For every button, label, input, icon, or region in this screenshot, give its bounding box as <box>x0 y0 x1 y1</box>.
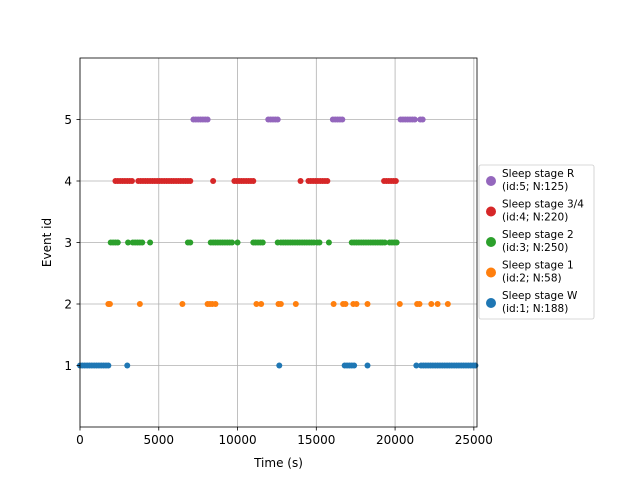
legend-marker <box>486 267 496 278</box>
data-point <box>396 301 403 307</box>
data-point <box>204 116 211 123</box>
data-point <box>364 301 371 307</box>
data-point <box>342 301 349 307</box>
data-point <box>330 301 337 307</box>
legend-entry: Sleep stage W(id:1; N:188) <box>486 290 578 315</box>
series-5 <box>190 116 426 123</box>
legend-sublabel: (id:2; N:58) <box>502 273 562 285</box>
legend: Sleep stage R(id:5; N:125) Sleep stage 3/… <box>478 164 595 320</box>
legend-label: Sleep stage W <box>502 290 578 302</box>
data-point <box>274 116 281 123</box>
data-point <box>114 239 121 246</box>
legend-sublabel: (id:1; N:188) <box>502 303 568 315</box>
x-tick-label: 15000 <box>297 433 335 447</box>
data-point <box>128 178 135 184</box>
data-point <box>393 239 400 246</box>
y-axis-label: Event id <box>40 218 54 267</box>
legend-label: Sleep stage 3/4 <box>502 199 584 211</box>
legend-label: Sleep stage 1 <box>502 260 574 272</box>
legend-sublabel: (id:3; N:250) <box>502 242 568 254</box>
legend-marker <box>486 176 496 186</box>
y-tick-label: 1 <box>64 359 72 373</box>
x-axis-label: Time (s) <box>253 456 303 470</box>
data-point <box>187 239 194 246</box>
data-point <box>253 301 260 307</box>
data-point <box>250 178 257 184</box>
data-point <box>392 178 399 184</box>
series-2 <box>105 301 451 307</box>
data-point <box>106 301 113 307</box>
legend-marker <box>486 206 496 217</box>
data-point <box>234 239 241 246</box>
x-tick-label: 5000 <box>143 433 174 447</box>
data-point <box>339 116 346 123</box>
data-point <box>277 301 284 307</box>
data-point <box>210 178 217 184</box>
x-tick-label: 20000 <box>376 433 414 447</box>
x-tick-label: 0 <box>76 433 84 447</box>
legend-entry: Sleep stage R(id:5; N:125) <box>486 168 574 193</box>
data-point <box>212 301 219 307</box>
legend-marker <box>486 237 496 247</box>
legend-entry: Sleep stage 2(id:3; N:250) <box>486 229 574 254</box>
data-point <box>364 362 371 369</box>
data-point <box>136 301 143 307</box>
data-point <box>444 301 451 307</box>
data-point <box>276 362 283 369</box>
data-marks <box>77 116 479 369</box>
data-point <box>187 178 194 184</box>
data-point <box>147 239 154 246</box>
series-3 <box>107 239 400 246</box>
legend-marker <box>486 298 496 308</box>
legend-sublabel: (id:4; N:220) <box>502 212 568 224</box>
x-tick-label: 25000 <box>455 433 493 447</box>
data-point <box>416 301 423 307</box>
legend-label: Sleep stage 2 <box>502 229 574 241</box>
legend-box <box>478 164 595 320</box>
data-point <box>292 301 299 307</box>
data-point <box>325 239 332 246</box>
series-1 <box>77 362 479 369</box>
data-point <box>411 116 418 123</box>
data-point <box>324 178 331 184</box>
data-point <box>413 362 420 369</box>
data-point <box>139 239 146 246</box>
data-point <box>419 116 426 123</box>
data-point <box>434 301 441 307</box>
legend-entry: Sleep stage 3/4(id:4; N:220) <box>486 199 584 224</box>
data-point <box>353 301 360 307</box>
data-point <box>179 301 186 307</box>
data-point <box>105 362 112 369</box>
y-tick-label: 3 <box>64 236 72 250</box>
data-point <box>472 362 479 369</box>
ticks: 0 5000 10000 15000 20000 25000 1 2 3 4 5 <box>64 113 493 447</box>
data-point <box>428 301 435 307</box>
data-point <box>229 239 236 246</box>
data-point <box>297 178 304 184</box>
legend-label: Sleep stage R <box>502 168 574 180</box>
y-tick-label: 5 <box>64 113 72 127</box>
series-4 <box>112 178 399 184</box>
y-tick-label: 4 <box>64 175 72 189</box>
legend-sublabel: (id:5; N:125) <box>502 181 568 193</box>
data-point <box>316 239 323 246</box>
data-point <box>351 362 358 369</box>
x-tick-label: 10000 <box>218 433 256 447</box>
data-point <box>259 239 266 246</box>
data-point <box>125 239 132 246</box>
legend-entry: Sleep stage 1(id:2; N:58) <box>486 260 574 285</box>
y-tick-label: 2 <box>64 298 72 312</box>
data-point <box>124 362 131 369</box>
data-point <box>258 301 265 307</box>
data-point <box>381 239 388 246</box>
